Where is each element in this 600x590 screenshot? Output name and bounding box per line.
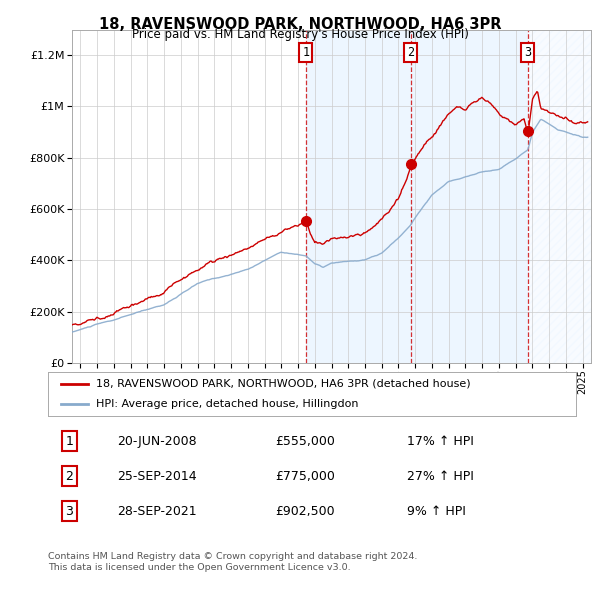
Text: 2: 2 [65,470,73,483]
Text: 2: 2 [407,47,414,60]
Text: This data is licensed under the Open Government Licence v3.0.: This data is licensed under the Open Gov… [48,563,350,572]
Text: 1: 1 [65,435,73,448]
Text: HPI: Average price, detached house, Hillingdon: HPI: Average price, detached house, Hill… [95,399,358,409]
Text: 17% ↑ HPI: 17% ↑ HPI [407,435,474,448]
Text: Price paid vs. HM Land Registry's House Price Index (HPI): Price paid vs. HM Land Registry's House … [131,28,469,41]
Text: £902,500: £902,500 [275,505,335,518]
Text: 28-SEP-2021: 28-SEP-2021 [116,505,196,518]
Text: 9% ↑ HPI: 9% ↑ HPI [407,505,466,518]
Text: 27% ↑ HPI: 27% ↑ HPI [407,470,474,483]
Bar [410,30,528,363]
Text: £775,000: £775,000 [275,470,335,483]
Text: 3: 3 [65,505,73,518]
Text: 20-JUN-2008: 20-JUN-2008 [116,435,196,448]
Text: 25-SEP-2014: 25-SEP-2014 [116,470,196,483]
Text: £555,000: £555,000 [275,435,335,448]
Text: 3: 3 [524,47,532,60]
Text: 18, RAVENSWOOD PARK, NORTHWOOD, HA6 3PR: 18, RAVENSWOOD PARK, NORTHWOOD, HA6 3PR [99,17,501,31]
Text: Contains HM Land Registry data © Crown copyright and database right 2024.: Contains HM Land Registry data © Crown c… [48,552,418,560]
Text: 1: 1 [302,47,310,60]
Text: 18, RAVENSWOOD PARK, NORTHWOOD, HA6 3PR (detached house): 18, RAVENSWOOD PARK, NORTHWOOD, HA6 3PR … [95,379,470,389]
Bar [306,30,410,363]
Bar [528,30,591,363]
